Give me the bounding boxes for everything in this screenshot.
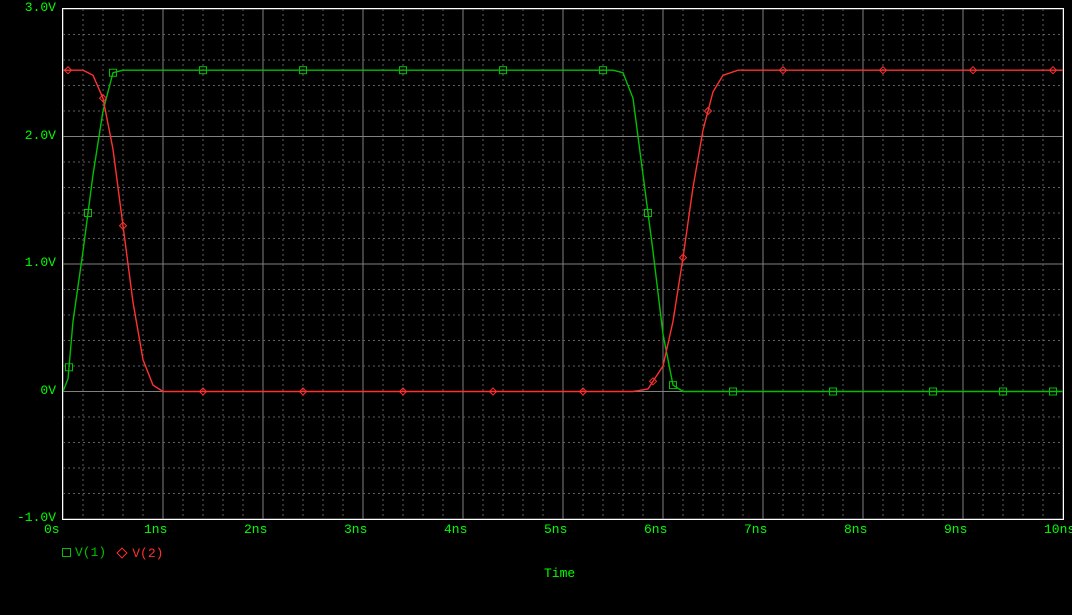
- y-tick-label: 1.0V: [0, 255, 56, 270]
- x-axis-title: Time: [544, 566, 575, 581]
- waveform-plot: [62, 8, 1064, 520]
- legend-label: V(2): [132, 546, 163, 561]
- x-tick-label: 0s: [44, 522, 60, 537]
- x-tick-label: 10ns: [1044, 522, 1072, 537]
- x-tick-label: 3ns: [344, 522, 367, 537]
- y-tick-label: 0V: [0, 383, 56, 398]
- x-tick-label: 2ns: [244, 522, 267, 537]
- legend-item: V(1): [62, 545, 106, 560]
- x-tick-label: 5ns: [544, 522, 567, 537]
- square-icon: [62, 548, 71, 557]
- x-tick-label: 4ns: [444, 522, 467, 537]
- x-tick-label: 9ns: [944, 522, 967, 537]
- legend-item: V(2): [118, 546, 163, 561]
- y-tick-label: 3.0V: [0, 0, 56, 15]
- chart-container: -1.0V0V1.0V2.0V3.0V 0s1ns2ns3ns4ns5ns6ns…: [0, 0, 1072, 615]
- diamond-icon: [117, 547, 128, 558]
- x-tick-label: 8ns: [844, 522, 867, 537]
- x-tick-label: 6ns: [644, 522, 667, 537]
- y-tick-label: 2.0V: [0, 128, 56, 143]
- x-tick-label: 1ns: [144, 522, 167, 537]
- x-tick-label: 7ns: [744, 522, 767, 537]
- legend: V(1) V(2): [62, 545, 175, 561]
- legend-label: V(1): [75, 545, 106, 560]
